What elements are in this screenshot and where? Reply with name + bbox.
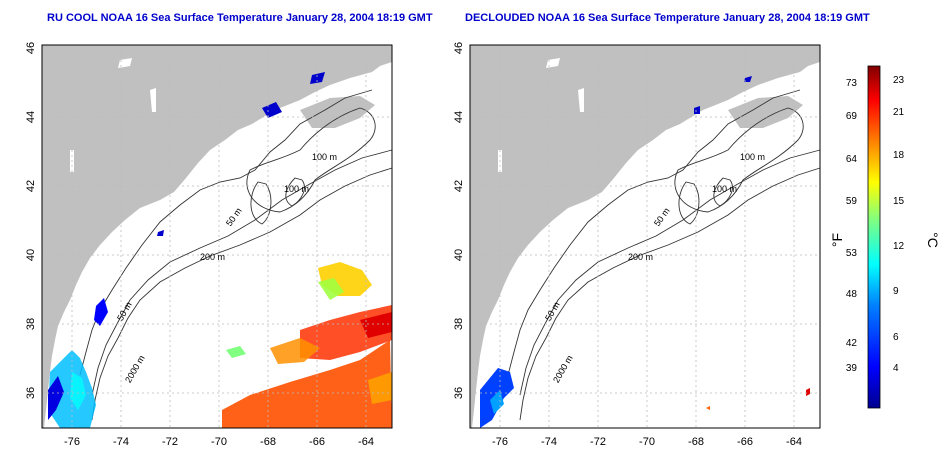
right-land [470, 45, 820, 428]
left-contour-label: 100 m [312, 152, 337, 162]
left-land-island [300, 96, 375, 128]
left-grid [42, 45, 392, 428]
f-tick: 69 [846, 111, 858, 122]
left-sst-data [48, 72, 392, 428]
f-tick: 59 [846, 196, 858, 207]
lat-tick: 42 [25, 180, 37, 192]
lon-tick: -74 [541, 436, 557, 448]
lon-tick: -64 [786, 436, 802, 448]
right-map: 100 m 100 m 50 m 200 m 50 m 2000 m 46 44… [453, 42, 821, 448]
lon-tick: -74 [113, 436, 129, 448]
lon-tick: -68 [688, 436, 704, 448]
left-lat-ticks: 46 44 42 40 38 36 [25, 42, 37, 399]
colorbar-f-label: °F [829, 233, 845, 247]
lon-tick: -64 [358, 436, 374, 448]
right-grid [470, 45, 820, 428]
c-tick: 4 [893, 363, 899, 374]
c-tick: 21 [893, 107, 905, 118]
right-lon-ticks: -76 -74 -72 -70 -68 -66 -64 [492, 436, 802, 448]
f-tick: 48 [846, 289, 858, 300]
right-lat-ticks: 46 44 42 40 38 36 [453, 42, 465, 399]
lat-tick: 44 [453, 111, 465, 123]
f-tick: 39 [846, 363, 858, 374]
left-map: 100 m 100 m 50 m 200 m 50 m 2000 m 46 44… [25, 42, 393, 448]
right-land-island [728, 96, 803, 128]
lon-tick: -76 [492, 436, 508, 448]
left-land [42, 45, 392, 428]
lon-tick: -76 [64, 436, 80, 448]
lat-tick: 36 [25, 387, 37, 399]
right-contour-label: 200 m [628, 252, 653, 262]
lat-tick: 38 [453, 318, 465, 330]
left-lon-ticks: -76 -74 -72 -70 -68 -66 -64 [64, 436, 374, 448]
lon-tick: -66 [309, 436, 325, 448]
f-tick: 53 [846, 248, 858, 259]
c-tick: 15 [893, 196, 905, 207]
right-contour-label: 100 m [740, 152, 765, 162]
lon-tick: -72 [590, 436, 606, 448]
c-tick: 12 [893, 241, 905, 252]
left-contour-label: 200 m [200, 252, 225, 262]
lon-tick: -68 [260, 436, 276, 448]
left-panel-title: RU COOL NOAA 16 Sea Surface Temperature … [47, 12, 433, 24]
right-sst-data [480, 76, 810, 428]
lon-tick: -70 [639, 436, 655, 448]
lat-tick: 46 [25, 42, 37, 54]
f-tick: 42 [846, 338, 858, 349]
right-contours [507, 89, 821, 421]
colorbar-c-ticks: 23 21 18 15 12 9 6 4 [893, 75, 905, 374]
f-tick: 73 [846, 78, 858, 89]
right-lake-1 [546, 58, 560, 68]
lat-tick: 36 [453, 387, 465, 399]
lat-tick: 42 [453, 180, 465, 192]
colorbar-c-label: °C [925, 232, 941, 248]
c-tick: 18 [893, 150, 905, 161]
lat-tick: 40 [453, 249, 465, 261]
f-tick: 64 [846, 154, 858, 165]
right-contour-label: 100 m [712, 184, 737, 194]
left-lake-3 [150, 88, 156, 112]
c-tick: 23 [893, 75, 905, 86]
colorbar: 73 69 64 59 53 48 42 39 23 21 18 15 12 9… [829, 65, 941, 409]
left-contour-label: 100 m [284, 184, 309, 194]
c-tick: 9 [893, 286, 899, 297]
lat-tick: 40 [25, 249, 37, 261]
right-panel-title: DECLOUDED NOAA 16 Sea Surface Temperatur… [465, 12, 870, 24]
left-contours [79, 89, 393, 421]
colorbar-f-ticks: 73 69 64 59 53 48 42 39 [846, 78, 858, 374]
c-tick: 6 [893, 332, 899, 343]
left-lake-1 [118, 58, 132, 68]
lat-tick: 46 [453, 42, 465, 54]
right-lake-3 [578, 88, 584, 112]
lat-tick: 38 [25, 318, 37, 330]
lon-tick: -66 [737, 436, 753, 448]
lon-tick: -70 [211, 436, 227, 448]
colorbar-scale [867, 65, 881, 409]
lat-tick: 44 [25, 111, 37, 123]
lon-tick: -72 [162, 436, 178, 448]
